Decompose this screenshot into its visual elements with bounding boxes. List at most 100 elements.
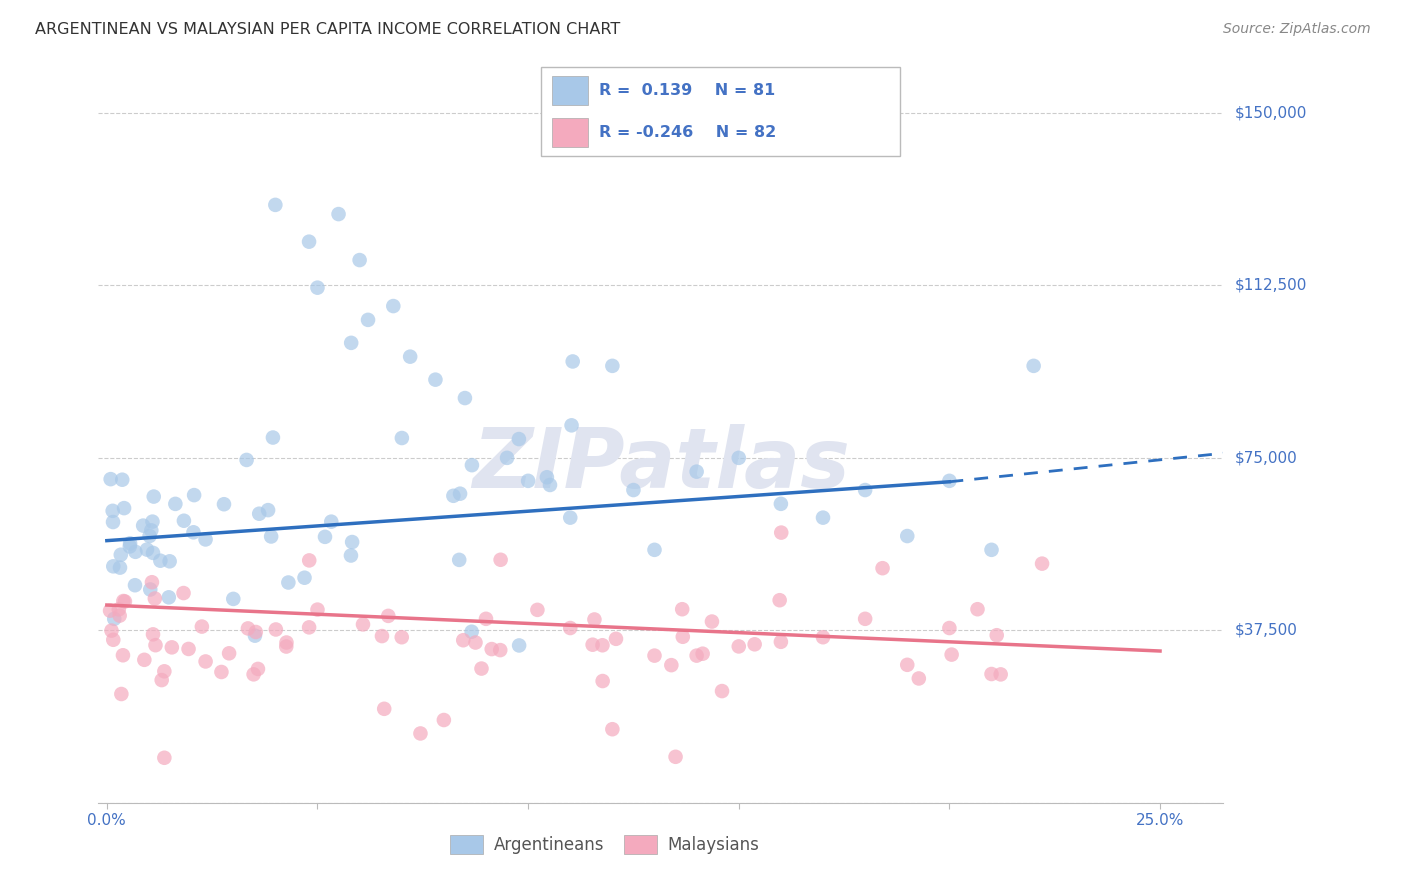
Point (727, 450, 749, 465)
Point (134, 653, 156, 667)
Legend: Argentineans, Malaysians: Argentineans, Malaysians (443, 828, 766, 861)
Point (489, 553, 512, 567)
Text: $37,500: $37,500 (1234, 623, 1298, 638)
Point (277, 575, 299, 590)
Point (508, 639, 530, 653)
Point (194, 655, 217, 669)
Point (183, 488, 205, 502)
Point (644, 542, 666, 557)
Text: $150,000: $150,000 (1234, 105, 1306, 120)
Point (209, 665, 232, 679)
Point (100, 624, 122, 638)
Point (118, 540, 141, 554)
Point (561, 418, 583, 433)
Point (110, 687, 132, 701)
Text: $112,500: $112,500 (1234, 278, 1306, 293)
Point (328, 207, 350, 221)
Point (340, 549, 363, 563)
Point (526, 603, 548, 617)
Point (153, 751, 176, 765)
Point (461, 458, 484, 472)
Point (108, 560, 131, 574)
Point (103, 612, 125, 626)
Point (235, 453, 257, 467)
Point (811, 510, 834, 524)
Point (451, 633, 474, 648)
Point (685, 648, 707, 663)
Point (340, 335, 363, 350)
Point (769, 497, 792, 511)
Point (264, 198, 287, 212)
Point (377, 608, 399, 623)
Point (583, 612, 606, 626)
Point (142, 490, 165, 504)
Point (966, 602, 988, 616)
FancyBboxPatch shape (553, 118, 588, 147)
Point (165, 497, 187, 511)
Point (257, 503, 280, 517)
Point (142, 546, 165, 560)
Point (108, 608, 131, 623)
Point (560, 621, 582, 635)
Point (177, 642, 200, 657)
Point (153, 665, 176, 679)
Point (644, 648, 666, 663)
Point (142, 627, 165, 641)
Point (475, 612, 498, 626)
Point (605, 632, 627, 646)
Point (1031, 557, 1053, 571)
Point (124, 545, 146, 559)
Point (246, 662, 269, 676)
Text: ZIPatlas: ZIPatlas (472, 424, 849, 505)
Point (382, 299, 405, 313)
Point (100, 472, 122, 486)
Point (986, 628, 1008, 642)
Point (262, 431, 284, 445)
Point (218, 646, 240, 660)
Point (371, 629, 394, 643)
Point (294, 571, 316, 585)
Point (536, 470, 558, 484)
Point (560, 510, 582, 524)
Point (242, 667, 264, 681)
Point (138, 529, 160, 543)
Point (124, 578, 146, 592)
Point (307, 280, 329, 294)
Point (149, 554, 172, 568)
Point (591, 638, 613, 652)
Point (276, 635, 298, 649)
Point (685, 465, 707, 479)
Point (460, 624, 482, 639)
Point (727, 640, 749, 654)
Point (744, 637, 766, 651)
Point (150, 673, 173, 687)
Point (623, 483, 645, 497)
Point (298, 553, 321, 567)
Point (103, 632, 125, 647)
Point (391, 431, 413, 445)
Point (538, 478, 561, 492)
Point (481, 642, 503, 657)
Point (173, 514, 195, 528)
Point (247, 507, 270, 521)
Point (692, 647, 714, 661)
Point (243, 629, 266, 643)
Point (107, 602, 129, 616)
Text: Source: ZipAtlas.com: Source: ZipAtlas.com (1223, 22, 1371, 37)
Point (141, 575, 163, 590)
FancyBboxPatch shape (541, 67, 900, 156)
Point (581, 638, 603, 652)
Point (700, 615, 723, 629)
Point (159, 554, 181, 568)
Point (1022, 359, 1045, 373)
Point (136, 542, 159, 557)
Point (194, 533, 217, 547)
Point (980, 667, 1002, 681)
Point (449, 486, 471, 500)
Point (659, 658, 682, 673)
Point (120, 536, 142, 550)
Point (602, 359, 624, 373)
Point (454, 391, 477, 405)
FancyBboxPatch shape (553, 76, 588, 105)
Point (470, 662, 492, 676)
